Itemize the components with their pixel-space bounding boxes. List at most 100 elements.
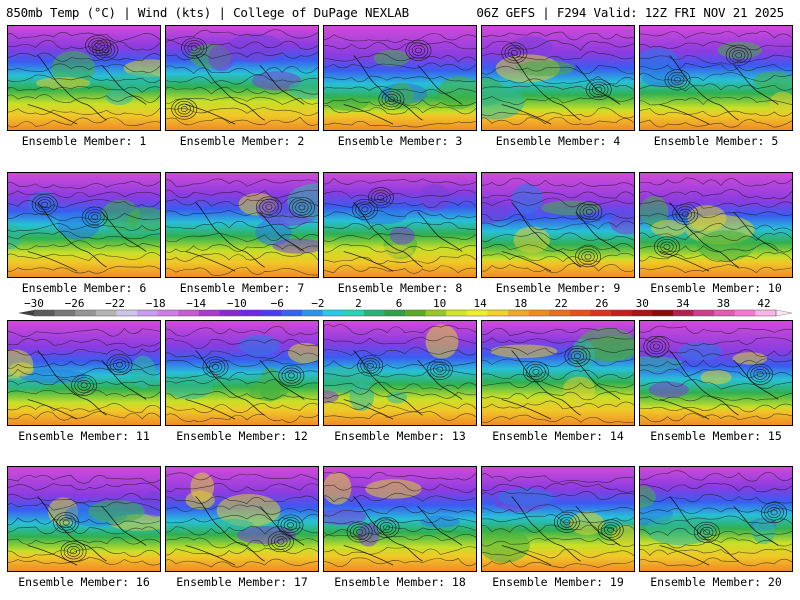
colorbar-segment: [363, 310, 385, 316]
colorbar-segment: [693, 310, 715, 316]
ensemble-member-label: Ensemble Member: 20: [650, 575, 782, 589]
colorbar-segment: [446, 310, 468, 316]
ensemble-member-label: Ensemble Member: 6: [21, 281, 147, 295]
colorbar-tick-label: 2: [355, 297, 362, 310]
ensemble-member-label: Ensemble Member: 3: [337, 134, 463, 148]
ensemble-member-map: [7, 466, 161, 572]
ensemble-member-map: [639, 172, 793, 278]
colorbar-segment: [528, 310, 550, 316]
colorbar-segment: [672, 310, 694, 316]
ensemble-member-label: Ensemble Member: 18: [334, 575, 466, 589]
ensemble-member-map: [7, 320, 161, 426]
colorbar-segment: [714, 310, 736, 316]
colorbar-segment: [734, 310, 756, 316]
ensemble-member-label: Ensemble Member: 5: [653, 134, 779, 148]
ensemble-member-label: Ensemble Member: 13: [334, 429, 466, 443]
colorbar-segment: [508, 310, 529, 316]
colorbar-tick-label: 22: [554, 297, 568, 310]
colorbar-segment: [219, 310, 241, 316]
colorbar-segment: [137, 310, 158, 316]
colorbar-left-arrow-icon: [18, 310, 34, 316]
colorbar-segment: [652, 310, 674, 316]
colorbar-tick-label: −14: [186, 297, 207, 310]
ensemble-member-map: [639, 320, 793, 426]
ensemble-member-label: Ensemble Member: 8: [337, 281, 463, 295]
ensemble-member-label: Ensemble Member: 19: [492, 575, 624, 589]
colorbar-tick-label: −10: [226, 297, 247, 310]
colorbar-tick-label: 10: [432, 297, 447, 310]
colorbar-tick-label: −22: [105, 297, 126, 310]
colorbar-segment: [240, 310, 262, 316]
ensemble-member-label: Ensemble Member: 7: [179, 281, 305, 295]
colorbar-tick-label: −30: [24, 297, 44, 310]
ensemble-member-map: [481, 466, 635, 572]
colorbar-tick-label: 18: [514, 297, 528, 310]
ensemble-member-label: Ensemble Member: 11: [18, 429, 150, 443]
colorbar-tick-label: −26: [64, 297, 85, 310]
ensemble-member-map: [7, 172, 161, 278]
ensemble-member-map: [639, 466, 793, 572]
ensemble-member-map: [165, 25, 319, 131]
ensemble-member-map: [165, 466, 319, 572]
colorbar-tick-label: 34: [676, 297, 690, 310]
colorbar-segment: [281, 310, 303, 316]
colorbar-tick-label: 26: [595, 297, 609, 310]
ensemble-member-label: Ensemble Member: 10: [650, 281, 782, 295]
colorbar-segment: [569, 310, 591, 316]
colorbar-segment: [322, 310, 344, 316]
ensemble-member-label: Ensemble Member: 15: [650, 429, 782, 443]
colorbar-segment: [405, 310, 426, 316]
ensemble-member-map: [481, 25, 635, 131]
colorbar-segment: [198, 310, 220, 316]
colorbar-segment: [95, 310, 117, 316]
colorbar-tick-label: 14: [473, 297, 487, 310]
colorbar-segment: [590, 310, 612, 316]
colorbar-segment: [549, 310, 571, 316]
ensemble-member-map: [7, 25, 161, 131]
colorbar-segment: [75, 310, 97, 316]
ensemble-member-label: Ensemble Member: 2: [179, 134, 305, 148]
ensemble-member-map: [165, 172, 319, 278]
colorbar-segment: [260, 310, 282, 316]
ensemble-member-label: Ensemble Member: 9: [495, 281, 621, 295]
ensemble-member-map: [481, 320, 635, 426]
model-run-info: 06Z GEFS | F294 Valid: 12Z FRI NOV 21 20…: [476, 5, 784, 20]
colorbar-segment: [466, 310, 488, 316]
colorbar-tick-label: 6: [395, 297, 403, 310]
chart-title: 850mb Temp (°C) | Wind (kts) | College o…: [6, 5, 409, 20]
ensemble-member-label: Ensemble Member: 14: [492, 429, 624, 443]
colorbar-tick-label: 42: [757, 297, 771, 310]
ensemble-member-map: [323, 320, 477, 426]
colorbar-segment: [425, 310, 447, 316]
colorbar-segment: [34, 310, 55, 316]
ensemble-member-label: Ensemble Member: 16: [18, 575, 150, 589]
ensemble-member-label: Ensemble Member: 17: [176, 575, 308, 589]
colorbar-segment: [487, 310, 509, 316]
colorbar-tick-label: 30: [635, 297, 649, 310]
colorbar-segment: [611, 310, 633, 316]
ensemble-member-map: [481, 172, 635, 278]
ensemble-member-label: Ensemble Member: 4: [495, 134, 621, 148]
colorbar-segment: [116, 310, 138, 316]
colorbar-segment: [54, 310, 76, 316]
ensemble-member-map: [639, 25, 793, 131]
colorbar-segment: [157, 310, 179, 316]
ensemble-member-map: [323, 172, 477, 278]
colorbar-segment: [343, 310, 365, 316]
ensemble-member-map: [165, 320, 319, 426]
colorbar-segment: [301, 310, 323, 316]
colorbar-segment: [631, 310, 653, 316]
colorbar-segment: [755, 310, 777, 316]
ensemble-member-map: [323, 466, 477, 572]
colorbar-segment: [384, 310, 406, 316]
colorbar-right-arrow-icon: [775, 309, 793, 317]
ensemble-member-label: Ensemble Member: 1: [21, 134, 147, 148]
colorbar-tick-label: −6: [270, 297, 284, 310]
colorbar-tick-label: −2: [311, 297, 325, 310]
colorbar-tick-label: −18: [145, 297, 166, 310]
colorbar-segment: [178, 310, 200, 316]
colorbar-tick-label: 38: [716, 297, 731, 310]
ensemble-member-label: Ensemble Member: 12: [176, 429, 308, 443]
ensemble-member-map: [323, 25, 477, 131]
temperature-colorbar: [18, 309, 793, 317]
